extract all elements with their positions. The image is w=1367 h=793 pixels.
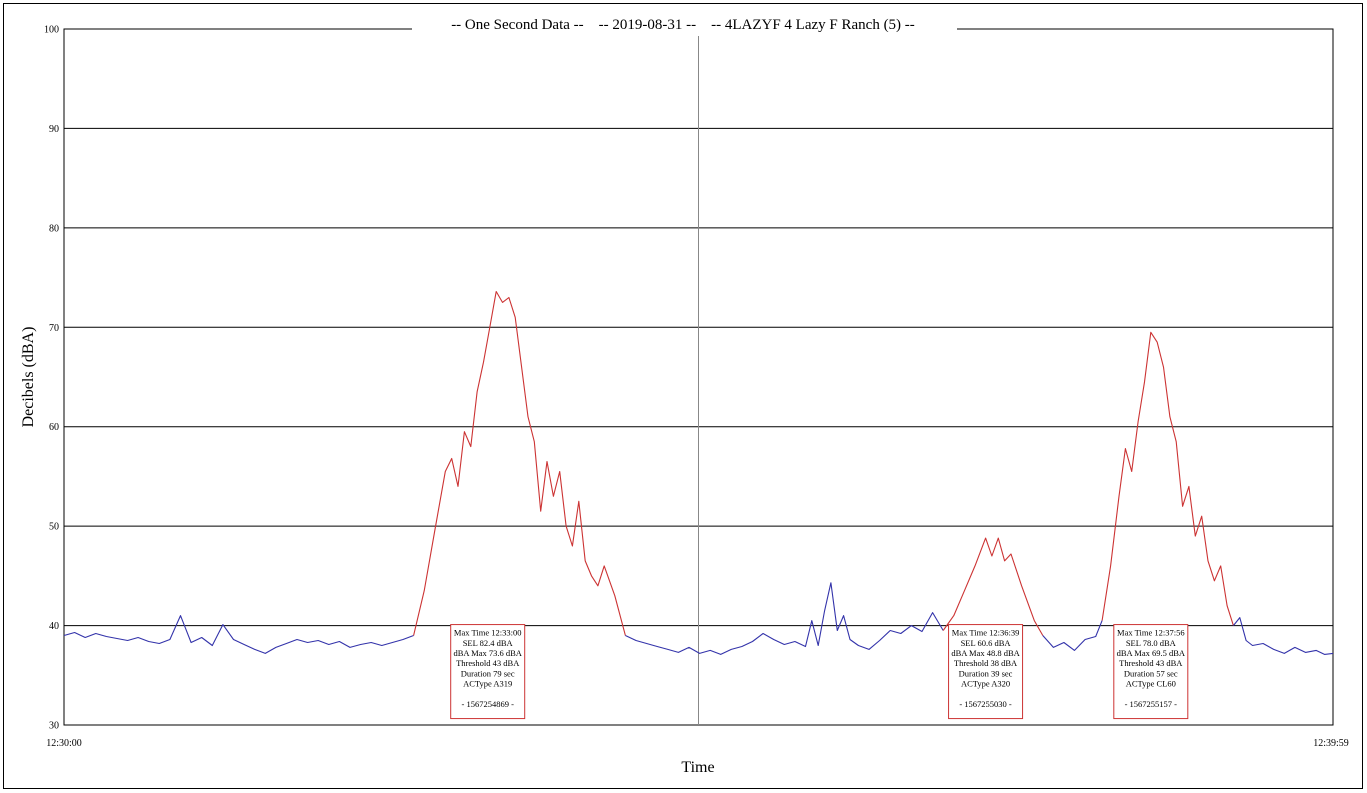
series-line-4: [1042, 620, 1103, 651]
series-line-5: [1101, 331, 1234, 626]
annotation-line-2-3: Threshold 43 dBA: [1119, 658, 1183, 668]
y-tick-70: 70: [49, 323, 59, 334]
annotation-line-2-0: Max Time 12:37:56: [1117, 628, 1185, 638]
y-tick-50: 50: [49, 522, 59, 533]
x-tick-start: 12:30:00: [46, 738, 82, 749]
x-axis-label: Time: [681, 759, 714, 776]
x-tick-end: 12:39:59: [1313, 738, 1349, 749]
annotation-line-1-5: ACType A320: [961, 679, 1010, 689]
annotation-line-0-3: Threshold 43 dBA: [456, 658, 520, 668]
annotation-line-2-1: SEL 78.0 dBA: [1126, 638, 1177, 648]
y-tick-labels: 30 40 50 60 70 80 90 100: [44, 25, 59, 732]
annotation-border-2: [1113, 624, 1189, 720]
annotation-line-1-2: dBA Max 48.8 dBA: [951, 648, 1020, 658]
annotation-line-0-0: Max Time 12:33:00: [454, 628, 522, 638]
title-background: [412, 14, 957, 36]
annotation-line-2-2: dBA Max 69.5 dBA: [1117, 648, 1186, 658]
annotation-line-1-7: - 1567255030 -: [959, 699, 1012, 709]
annotation-border-1: [948, 624, 1024, 720]
series-line-3: [942, 537, 1044, 636]
y-tick-90: 90: [49, 124, 59, 135]
annotation-line-2-7: - 1567255157 -: [1125, 699, 1178, 709]
annotation-line-2-5: ACType CL60: [1126, 679, 1176, 689]
series-line-6: [1232, 617, 1334, 655]
series-line-2: [625, 582, 944, 655]
annotation-line-1-1: SEL 60.6 dBA: [961, 638, 1012, 648]
annotation-line-0-4: Duration 79 sec: [461, 668, 515, 678]
annotation-line-1-4: Duration 39 sec: [959, 668, 1013, 678]
chart-frame: [3, 3, 1363, 789]
series-line-1: [413, 290, 626, 636]
chart-title: -- One Second Data -- -- 2019-08-31 -- -…: [451, 17, 915, 33]
y-tick-80: 80: [49, 223, 59, 234]
annotation-border-0: [450, 624, 526, 720]
y-tick-40: 40: [49, 621, 59, 632]
series-line-0: [63, 615, 414, 654]
annotation-line-2-4: Duration 57 sec: [1124, 668, 1178, 678]
y-tick-60: 60: [49, 422, 59, 433]
annotation-line-0-1: SEL 82.4 dBA: [463, 638, 514, 648]
y-axis-label: Decibels (dBA): [20, 327, 37, 428]
annotation-line-1-3: Threshold 38 dBA: [954, 658, 1018, 668]
annotation-line-1-0: Max Time 12:36:39: [952, 628, 1020, 638]
series-layer: [63, 290, 1334, 655]
x-tick-labels: 12:30:00 12:39:59: [46, 738, 1349, 749]
annotation-line-0-5: ACType A319: [463, 679, 512, 689]
y-tick-30: 30: [49, 721, 59, 732]
annotation-line-0-2: dBA Max 73.6 dBA: [453, 648, 522, 658]
y-tick-100: 100: [44, 25, 59, 36]
annotation-line-0-7: - 1567254869 -: [461, 699, 514, 709]
